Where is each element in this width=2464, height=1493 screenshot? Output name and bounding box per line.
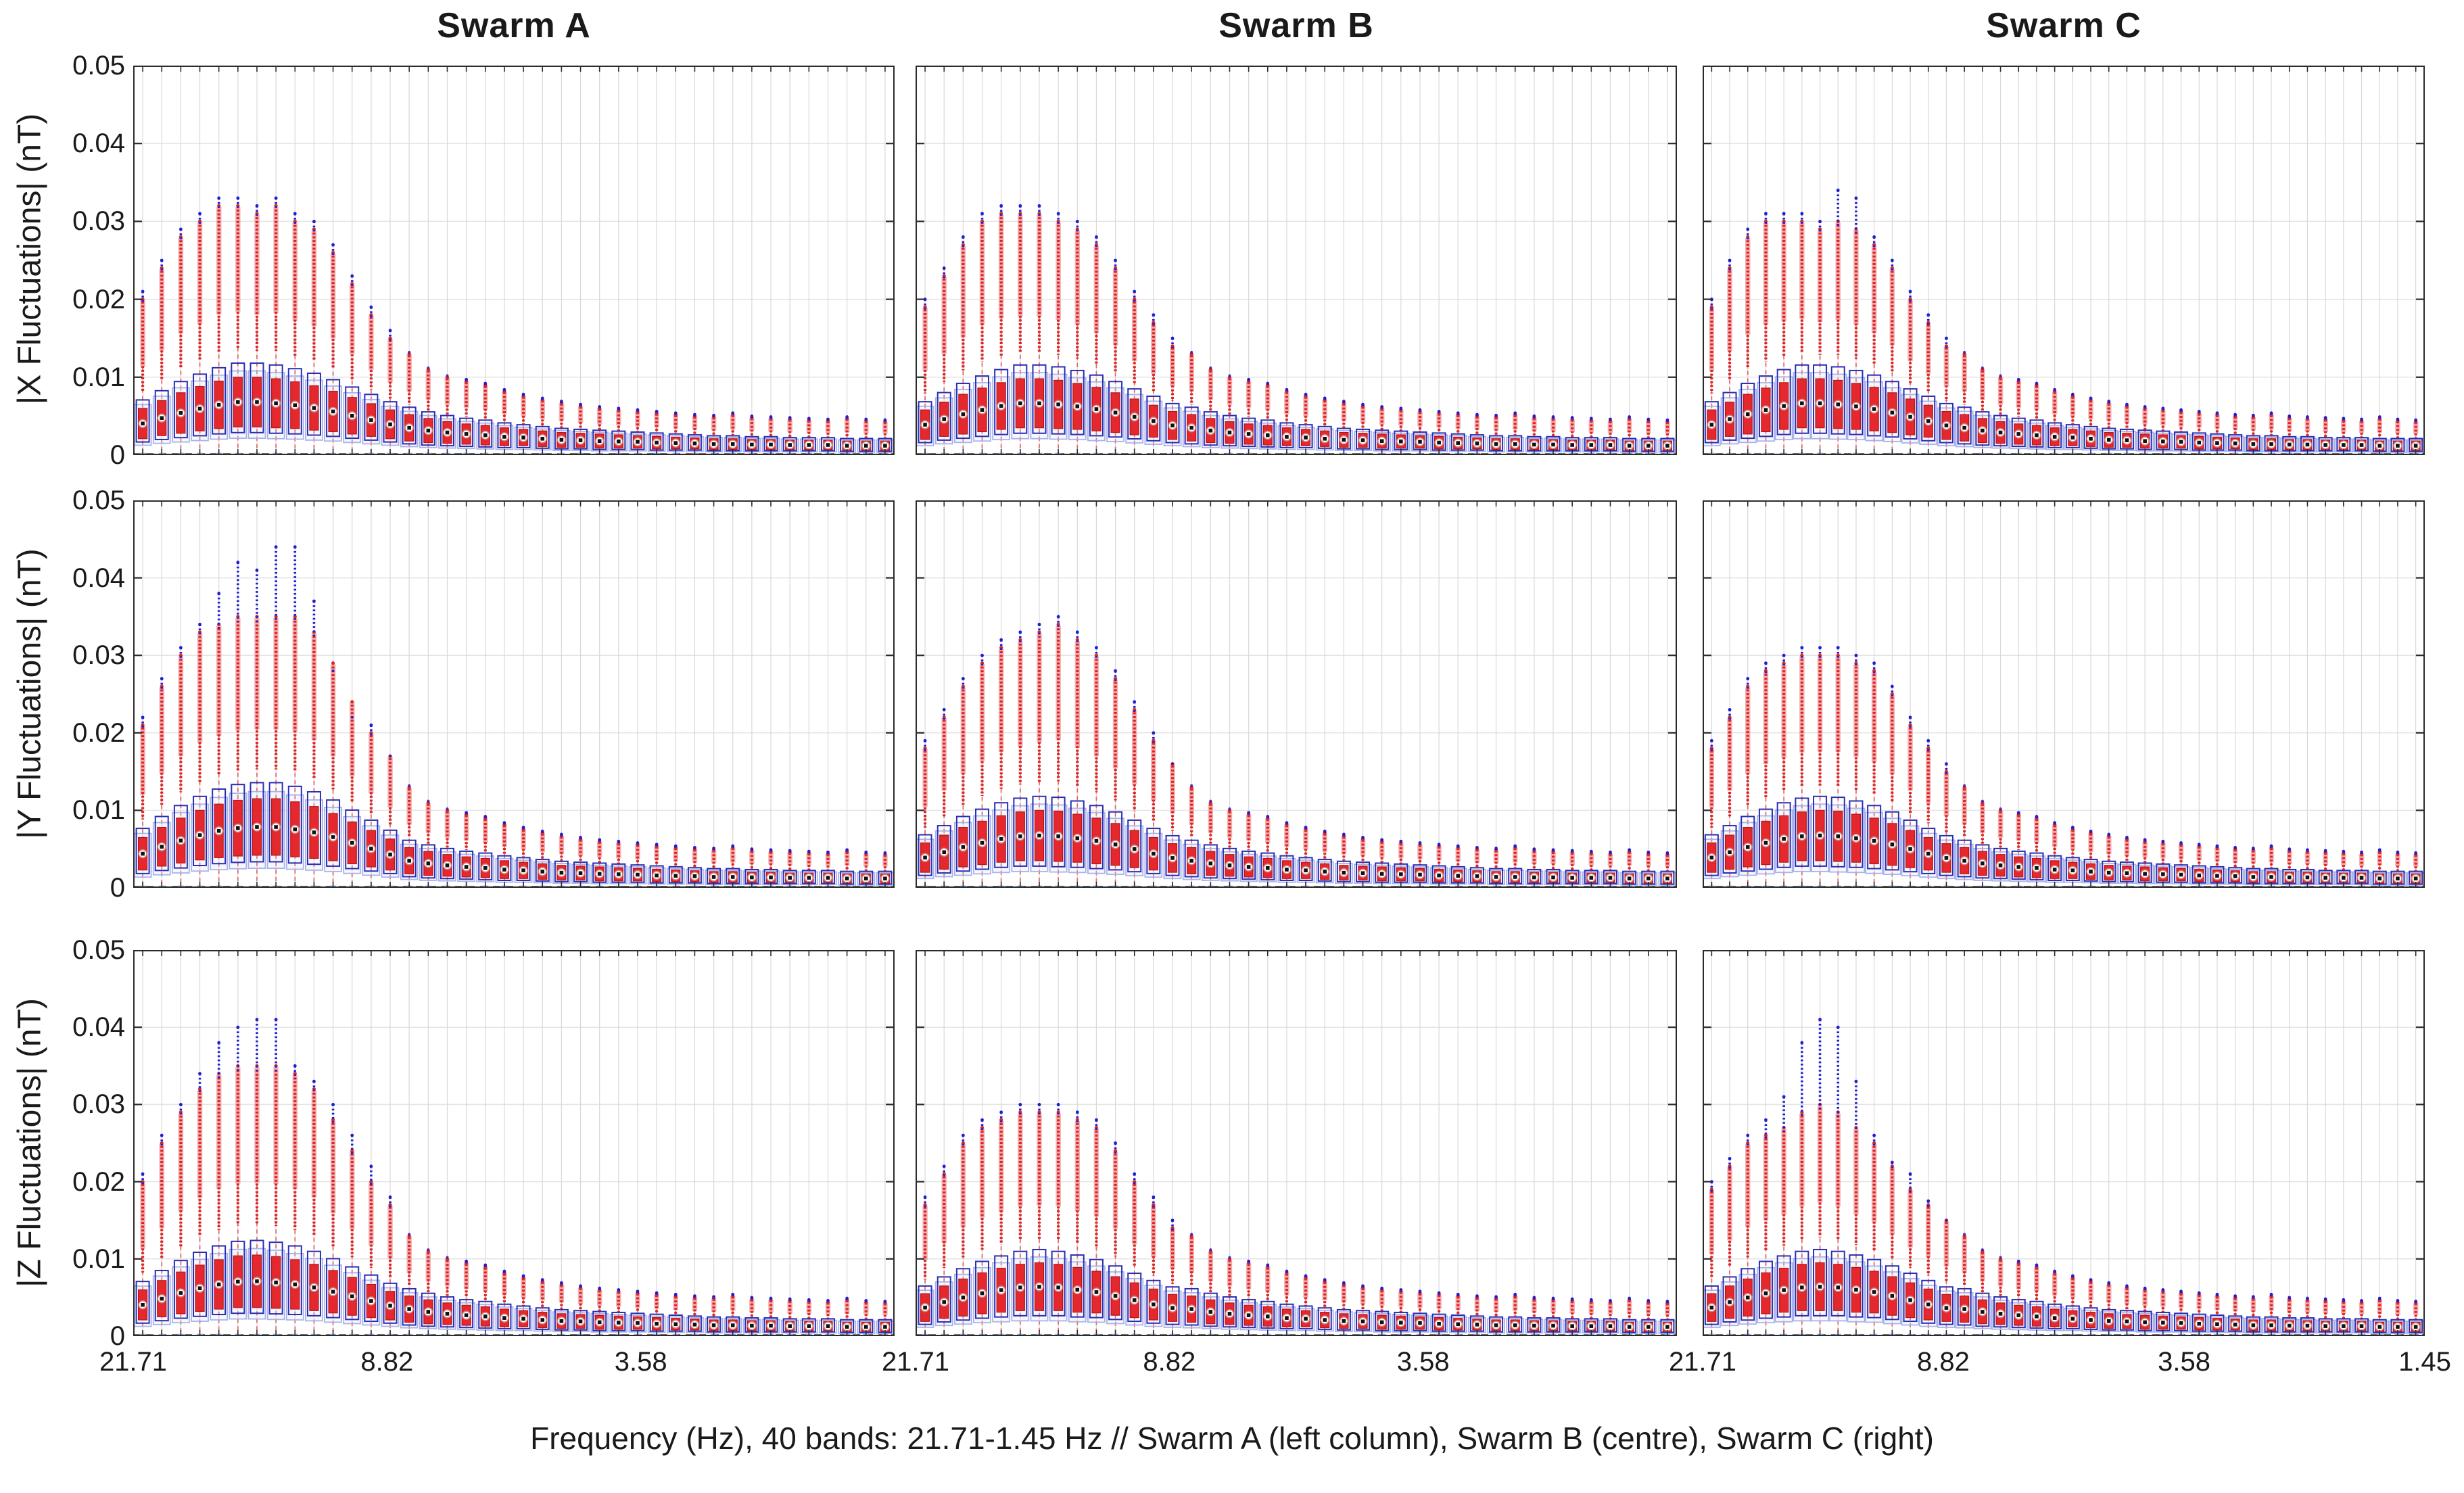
y-tick-label: 0.05 [72,51,125,80]
y-tick-label: 0.04 [72,563,125,593]
y-tick-label: 0.02 [72,284,125,314]
panel-Z-Swarm-C [1703,950,2425,1336]
panel-Z-Swarm-B [916,950,1677,1336]
y-tick-label: 0.04 [72,128,125,159]
y-tick-label: 0.04 [72,1012,125,1043]
panel-X-Swarm-A [133,66,895,455]
column-title-swarm-c: Swarm C [1986,6,2141,45]
panel-Y-Swarm-A [133,500,895,888]
column-title-swarm-a: Swarm A [437,6,591,45]
panel-X-Swarm-B [916,66,1677,455]
y-tick-label: 0.02 [72,717,125,748]
x-tick-label: 8.82 [360,1347,414,1377]
y-tick-label: 0.05 [72,935,125,965]
y-tick-label: 0.01 [72,1243,125,1274]
x-tick-label: 1.45 [2398,1347,2451,1377]
x-tick-label: 21.71 [881,1347,950,1377]
x-tick-label: 8.82 [1143,1347,1196,1377]
column-title-swarm-b: Swarm B [1218,6,1374,45]
x-axis-caption: Frequency (Hz), 40 bands: 21.71-1.45 Hz … [530,1421,1934,1456]
y-tick-label: 0 [110,440,125,470]
y-tick-label: 0 [110,873,125,903]
x-tick-label: 3.58 [2158,1347,2210,1377]
panel-Y-Swarm-B [916,500,1677,888]
y-tick-label: 0.03 [72,1089,125,1120]
y-tick-label: 0.01 [72,795,125,826]
x-tick-label: 21.71 [1668,1347,1737,1377]
x-tick-label: 3.58 [1396,1347,1450,1377]
y-tick-label: 0.05 [72,485,125,515]
y-tick-label: 0.03 [72,206,125,237]
panel-X-Swarm-C [1703,66,2425,455]
panel-Z-Swarm-A [133,950,895,1336]
x-tick-label: 3.58 [614,1347,667,1377]
y-tick-label: 0.02 [72,1166,125,1197]
y-tick-label: 0.03 [72,640,125,671]
y-tick-label: 0 [110,1321,125,1351]
x-tick-label: 8.82 [1917,1347,1970,1377]
x-tick-label: 21.71 [99,1347,168,1377]
panel-Y-Swarm-C [1703,500,2425,888]
y-tick-label: 0.01 [72,362,125,392]
